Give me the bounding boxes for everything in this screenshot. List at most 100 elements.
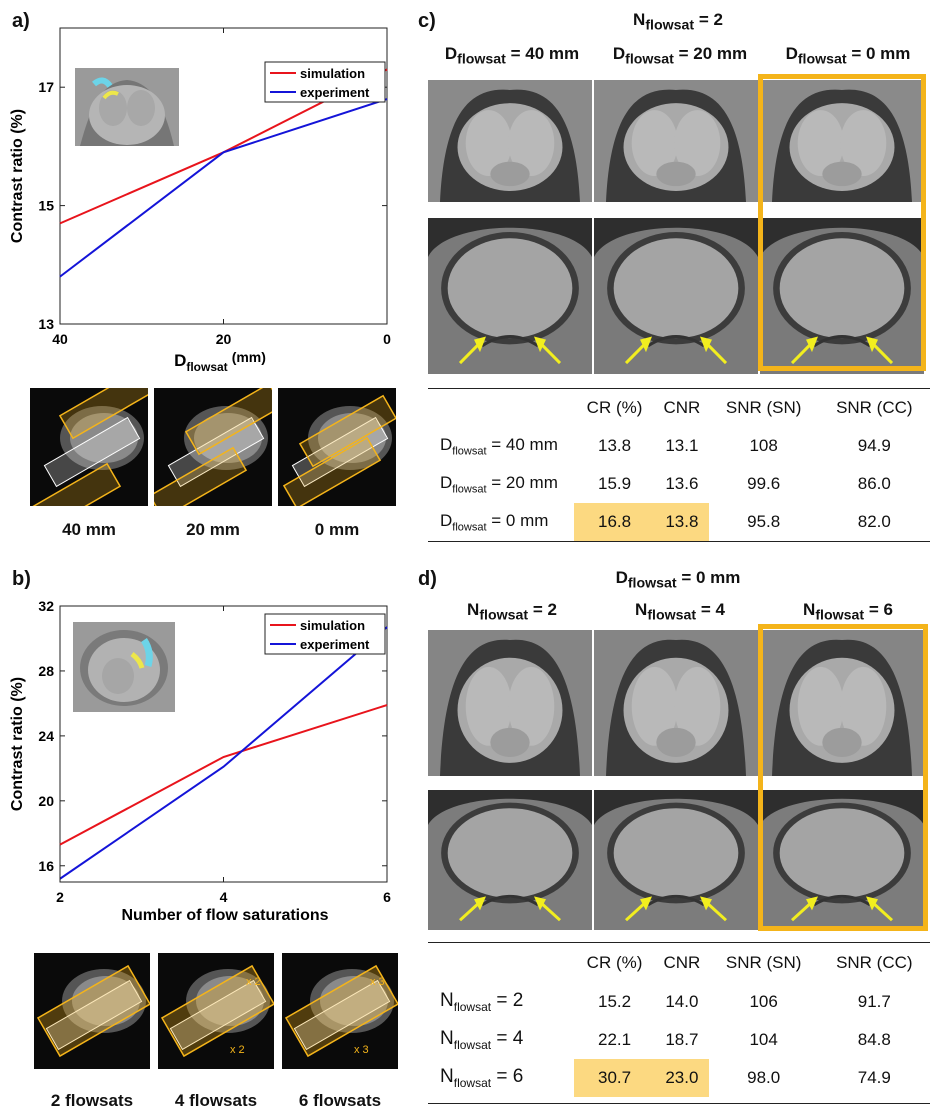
fourth-ventricle bbox=[481, 335, 539, 348]
a-thumb-row: 40 mm 20 mm 0 mm bbox=[30, 388, 400, 543]
d-row-label: Nflowsat = 2 bbox=[440, 990, 524, 1014]
x-tick-label: 2 bbox=[56, 889, 64, 905]
b-thumb-3-mark-bottom: x 3 bbox=[354, 1044, 369, 1056]
d-highlight-cnr: 23.0 bbox=[655, 1059, 709, 1097]
legend-b-simulation: simulation bbox=[300, 618, 365, 633]
d-row-3: Nflowsat = 6 30.7 23.0 98.0 74.9 bbox=[428, 1059, 930, 1097]
c-th-snr-sn: SNR (SN) bbox=[725, 398, 802, 417]
b-thumb-3: x 3 x 3 bbox=[282, 953, 398, 1069]
fourth-ventricle bbox=[647, 894, 705, 907]
fourth-ventricle bbox=[813, 894, 871, 907]
d-table: CR (%) CNR SNR (SN) SNR (CC) Nflowsat = 2 15… bbox=[428, 942, 930, 1104]
tectum bbox=[822, 727, 862, 758]
c-col-header-2: Dflowsat = 20 mm bbox=[612, 44, 748, 68]
panel-label-c: c) bbox=[418, 10, 436, 32]
series-line-experiment bbox=[59, 626, 388, 880]
panel-label-d: d) bbox=[418, 568, 437, 590]
d-image-grid bbox=[428, 630, 928, 930]
pons bbox=[613, 238, 739, 339]
cerebral-peduncle bbox=[797, 110, 844, 177]
d-row-1: Nflowsat = 2 15.2 14.0 106 91.7 bbox=[428, 983, 930, 1021]
d-row-label: Nflowsat = 6 bbox=[440, 1066, 524, 1090]
arrow-icon bbox=[458, 336, 486, 365]
tectum bbox=[490, 727, 530, 758]
c-col-header-1: Dflowsat = 40 mm bbox=[444, 44, 580, 68]
cerebral-peduncle bbox=[465, 110, 512, 177]
c-title: Nflowsat = 2 bbox=[633, 10, 723, 34]
b-thumb-caption-3: 6 flowsats bbox=[298, 1091, 382, 1110]
b-thumb-2: x 2 x 2 bbox=[158, 953, 274, 1069]
arrow-icon bbox=[624, 336, 652, 365]
c-row-2: Dflowsat = 20 mm 15.9 13.6 99.6 86.0 bbox=[428, 465, 930, 503]
b-thumb-2-mark-bottom: x 2 bbox=[230, 1044, 245, 1056]
tectum bbox=[822, 161, 862, 187]
cerebral-peduncle bbox=[508, 666, 555, 746]
pons bbox=[779, 808, 905, 898]
fourth-ventricle bbox=[813, 335, 871, 348]
c-row-3: Dflowsat = 0 mm 16.8 13.8 95.8 82.0 bbox=[428, 503, 930, 541]
c-row-label: Dflowsat = 20 mm bbox=[440, 472, 558, 496]
d-row-label: Nflowsat = 4 bbox=[440, 1028, 524, 1052]
panel-label-b: b) bbox=[12, 568, 31, 590]
d-highlight-cr: 30.7 bbox=[574, 1059, 656, 1097]
y-tick-label: 20 bbox=[38, 793, 54, 809]
pons bbox=[613, 808, 739, 898]
cerebral-peduncle bbox=[508, 110, 555, 177]
y-tick-label: 28 bbox=[38, 663, 54, 679]
c-col-header-3: Dflowsat = 0 mm bbox=[785, 44, 911, 68]
csf-region bbox=[760, 218, 924, 257]
pons bbox=[779, 238, 905, 339]
b-thumb-2-mark-top: x 2 bbox=[246, 976, 261, 988]
c-highlight-cnr: 13.8 bbox=[655, 503, 709, 541]
cerebral-peduncle bbox=[631, 110, 678, 177]
fourth-ventricle bbox=[481, 894, 539, 907]
legend-a-experiment: experiment bbox=[300, 85, 370, 100]
tectum bbox=[490, 161, 530, 187]
c-selected-frame bbox=[758, 74, 926, 371]
a-thumb-caption-2: 20 mm bbox=[186, 520, 240, 539]
c-th-cnr: CNR bbox=[663, 398, 701, 417]
chart-b-legend: simulation experiment bbox=[264, 613, 386, 655]
b-thumb-caption-1: 2 flowsats bbox=[50, 1091, 134, 1110]
y-tick-label: 15 bbox=[38, 198, 54, 214]
arrow-icon bbox=[700, 896, 728, 922]
c-row-label: Dflowsat = 40 mm bbox=[440, 434, 558, 458]
cerebral-peduncle bbox=[465, 666, 512, 746]
cerebral-peduncle bbox=[674, 110, 721, 177]
a-thumb-caption-3: 0 mm bbox=[314, 520, 360, 539]
pons bbox=[447, 808, 573, 898]
x-tick-label: 0 bbox=[383, 331, 391, 347]
arrow-icon bbox=[866, 336, 894, 365]
d-col-header-1: Nflowsat = 2 bbox=[467, 600, 557, 624]
csf-region bbox=[594, 790, 758, 825]
panel-label-a: a) bbox=[12, 10, 30, 32]
pons bbox=[447, 238, 573, 339]
d-row-2: Nflowsat = 4 22.1 18.7 104 84.8 bbox=[428, 1021, 930, 1059]
chart-a-ylabel: Contrast ratio (%) bbox=[9, 109, 26, 243]
b-thumb-3-mark-top: x 3 bbox=[370, 976, 385, 988]
series-line-experiment bbox=[59, 98, 388, 278]
d-th-snr-sn: SNR (SN) bbox=[725, 953, 802, 972]
d-th-cnr: CNR bbox=[663, 953, 701, 972]
a-thumb-caption-1: 40 mm bbox=[62, 520, 116, 539]
legend-a-simulation: simulation bbox=[300, 66, 365, 81]
b-thumb-row: x 2 x 2 x 3 x 3 2 flowsats 4 flowsats 6 … bbox=[30, 953, 400, 1113]
csf-region bbox=[594, 218, 758, 257]
y-tick-label: 24 bbox=[38, 728, 54, 744]
a-thumb-3 bbox=[278, 388, 396, 506]
d-col-header-2: Nflowsat = 4 bbox=[635, 600, 725, 624]
arrow-icon bbox=[624, 896, 652, 922]
a-thumb-1 bbox=[30, 388, 148, 506]
y-tick-label: 16 bbox=[38, 858, 54, 874]
c-image-grid bbox=[428, 80, 928, 376]
c-th-snr-cc: SNR (CC) bbox=[836, 398, 913, 417]
csf-region bbox=[428, 218, 592, 257]
chart-a-legend: simulation experiment bbox=[264, 61, 386, 103]
chart-a-xlabel: Dflowsat(mm) bbox=[174, 349, 266, 374]
d-th-cr: CR (%) bbox=[586, 953, 643, 972]
chart-b-xlabel: Number of flow saturations bbox=[121, 907, 328, 924]
d-col-header-3: Nflowsat = 6 bbox=[803, 600, 893, 624]
tectum bbox=[656, 727, 696, 758]
cerebral-peduncle bbox=[631, 666, 678, 746]
